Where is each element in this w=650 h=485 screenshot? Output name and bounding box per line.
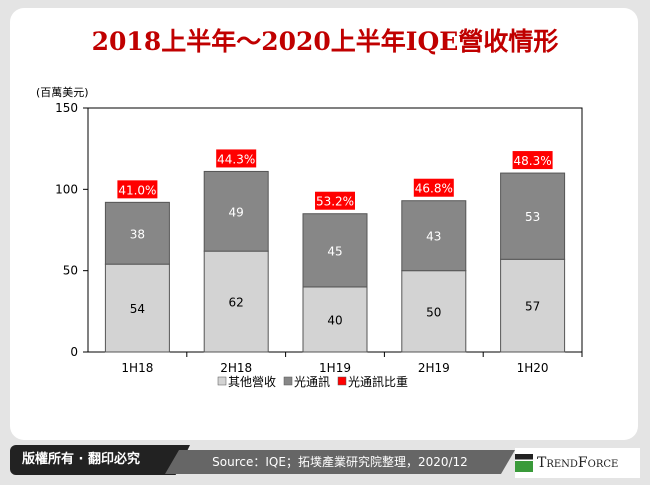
copyright-label: 版權所有 · 翻印必究 xyxy=(10,445,190,475)
trendforce-logo: TrendForce xyxy=(515,448,640,478)
y-tick-label: 150 xyxy=(55,101,78,115)
legend-swatch xyxy=(217,376,227,386)
bar-segment xyxy=(302,286,368,353)
ratio-label-box xyxy=(117,180,158,199)
data-label: 53 xyxy=(525,210,540,224)
chart-title: 2018上半年～2020上半年IQE營收情形 xyxy=(91,27,559,56)
ratio-label: 44.3% xyxy=(217,152,255,166)
data-label: 45 xyxy=(327,244,342,258)
ratio-label: 41.0% xyxy=(118,183,156,197)
legend-swatch xyxy=(337,376,347,386)
ratio-label: 46.8% xyxy=(415,182,453,196)
ratio-label: 53.2% xyxy=(316,195,354,209)
legend-label: 其他營收 xyxy=(228,375,276,389)
bar-segment xyxy=(302,213,368,288)
legend-swatch xyxy=(283,376,293,386)
data-label: 57 xyxy=(525,300,540,314)
x-tick-label: 1H19 xyxy=(319,361,351,375)
bar-segment xyxy=(401,270,467,353)
ratio-label-box xyxy=(413,178,454,197)
x-tick-label: 1H18 xyxy=(121,361,153,375)
y-tick-label: 50 xyxy=(63,264,78,278)
x-tick-label: 2H18 xyxy=(220,361,252,375)
bar-segment xyxy=(500,258,566,353)
data-label: 43 xyxy=(426,230,441,244)
x-tick-label: 2H19 xyxy=(418,361,450,375)
ratio-label-box xyxy=(512,151,553,170)
ratio-label-box xyxy=(315,191,355,210)
source-label: Source：IQE；拓墣產業研究院整理，2020/12 xyxy=(165,450,515,474)
legend-label: 光通訊比重 xyxy=(348,374,408,389)
data-label: 38 xyxy=(130,227,145,241)
brand-name: TrendForce xyxy=(537,455,619,471)
data-label: 40 xyxy=(327,313,342,327)
bar-segment xyxy=(401,200,467,272)
legend-label: 光通訊 xyxy=(294,374,330,389)
y-axis-unit: (百萬美元) xyxy=(36,86,89,99)
data-label: 50 xyxy=(426,305,441,319)
ratio-label: 48.3% xyxy=(514,154,552,168)
ratio-label-box xyxy=(216,149,257,168)
y-tick-label: 100 xyxy=(55,182,78,196)
data-label: 54 xyxy=(130,302,145,316)
y-tick-label: 0 xyxy=(70,345,78,359)
data-label: 62 xyxy=(229,296,244,310)
x-tick-label: 1H20 xyxy=(517,361,549,375)
bar-segment xyxy=(104,201,170,265)
bar-segment xyxy=(500,172,566,260)
data-label: 49 xyxy=(229,205,244,219)
bar-segment xyxy=(203,170,269,252)
bar-segment xyxy=(104,263,170,353)
logo-icon xyxy=(515,454,533,472)
bar-segment xyxy=(203,250,269,353)
